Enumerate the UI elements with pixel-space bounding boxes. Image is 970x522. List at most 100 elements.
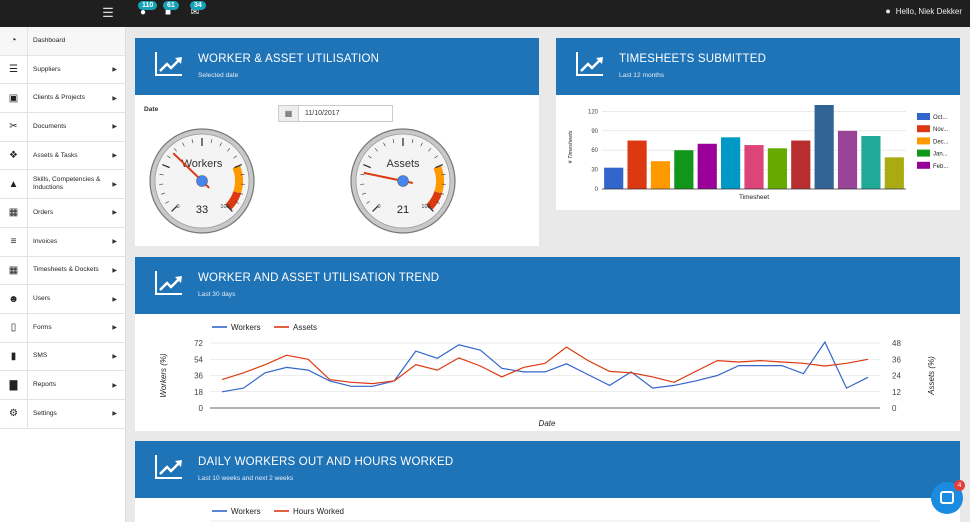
sidebar-item-skills-competencies-inductions[interactable]: ▲ Skills, Competencies & Inductions ▶ <box>0 170 125 200</box>
gauge-hub <box>196 175 208 187</box>
sidebar-item-label: Documents <box>33 122 67 130</box>
sidebar-item-label: Clients & Projects <box>33 94 86 102</box>
sidebar-item-label: Suppliers <box>33 65 61 73</box>
chevron-right-icon: ▶ <box>112 325 117 332</box>
gear-icon: ⚙ <box>0 399 28 428</box>
envelope-notifications-icon[interactable]: ✉ 34 <box>189 1 206 19</box>
gauge-tick <box>436 201 440 204</box>
bar <box>861 136 881 189</box>
sidebar-item-forms[interactable]: ▯ Forms ▶ <box>0 313 125 343</box>
panel-title: WORKER & ASSET UTILISATION <box>198 53 380 65</box>
legend-label: Jan... <box>933 152 948 158</box>
sidebar-item-label: Forms <box>33 323 52 331</box>
gauge-band <box>232 165 243 194</box>
sidebar-item-users[interactable]: ☻ Users ▶ <box>0 285 125 314</box>
sidebar-item-documents[interactable]: ✂ Documents ▶ <box>0 113 125 142</box>
panel-header: TIMESHEETS SUBMITTED Last 12 months <box>556 38 960 95</box>
gauge-tick <box>219 142 222 147</box>
legend-label: Workers <box>231 507 261 516</box>
bar <box>604 167 624 189</box>
gauge-tick <box>173 148 177 152</box>
sidebar-item-suppliers[interactable]: ☰ Suppliers ▶ <box>0 55 125 85</box>
gauge-min-label: 0 <box>377 204 380 210</box>
bar <box>744 145 764 189</box>
gauge-tick <box>238 192 243 195</box>
panel-title: DAILY WORKERS OUT AND HOURS WORKED <box>198 456 454 468</box>
gauge-tick <box>210 139 213 144</box>
sidebar-item-label: Timesheets & Dockets <box>33 266 99 274</box>
sidebar-item-label: Orders <box>33 208 54 216</box>
bar <box>697 143 717 189</box>
gauge-tick <box>235 201 239 204</box>
sidebar-item-reports[interactable]: ▇ Reports ▶ <box>0 371 125 400</box>
sidebar-item-timesheets-dockets[interactable]: ▦ Timesheets & Dockets ▶ <box>0 256 125 286</box>
sidebar-item-dashboard[interactable]: ◔ Dashboard <box>0 27 125 56</box>
bar <box>721 137 741 189</box>
sidebar-item-assets-tasks[interactable]: ❖ Assets & Tasks ▶ <box>0 141 125 171</box>
assets-gauge: 0 100 Assets 21 <box>350 128 456 234</box>
gauge-tick <box>411 139 414 144</box>
line-chart-icon <box>576 52 603 76</box>
sidebar-item-sms[interactable]: ▮ SMS ▶ <box>0 342 125 372</box>
users-icon: ☻ <box>0 285 28 313</box>
y-tick-label: 90 <box>591 129 598 135</box>
bar <box>791 140 811 189</box>
legend-label: Feb... <box>933 164 949 170</box>
chevron-right-icon: ▶ <box>112 267 117 274</box>
chevron-right-icon: ▶ <box>112 95 117 102</box>
gauge-tick <box>439 192 444 195</box>
sidebar-item-invoices[interactable]: ≡ Invoices ▶ <box>0 227 125 257</box>
chat-button[interactable]: 4 <box>931 480 965 514</box>
menu-toggle-icon[interactable]: ☰ <box>102 5 114 20</box>
chevron-right-icon: ▶ <box>112 382 117 389</box>
panel-subtitle: Last 12 months <box>619 72 665 79</box>
gauge-tick <box>374 148 378 152</box>
list-icon: ≡ <box>0 227 28 256</box>
legend-label: Nov... <box>933 127 949 133</box>
gauge-tick <box>171 205 178 212</box>
sidebar-item-label: Reports <box>33 381 57 389</box>
series-line-assets <box>221 346 869 385</box>
chevron-right-icon: ▶ <box>112 67 117 74</box>
gauge-tick <box>233 155 237 159</box>
bar <box>767 148 787 189</box>
bar <box>837 130 858 189</box>
legend-swatch <box>917 113 930 120</box>
gauge-tick <box>427 205 434 212</box>
legend-label: Workers <box>231 323 261 332</box>
gauge-min-label: 0 <box>176 204 179 210</box>
panel-header: WORKER & ASSET UTILISATION Selected date <box>135 38 539 95</box>
panel-subtitle: Selected date <box>198 72 239 79</box>
mobile-icon: ▮ <box>0 342 28 371</box>
series-line-workers <box>221 340 869 393</box>
date-value: 11/10/2017 <box>305 110 340 117</box>
date-picker[interactable]: ▦ 11/10/2017 <box>278 105 393 122</box>
gauge-tick <box>161 192 166 195</box>
user-notifications-icon[interactable]: ● 110 <box>137 1 158 19</box>
chevron-right-icon: ▶ <box>112 411 117 418</box>
gauge-tick <box>191 139 194 144</box>
sidebar-item-clients-projects[interactable]: ▣ Clients & Projects ▶ <box>0 84 125 114</box>
legend-label: Oct... <box>933 115 948 121</box>
y-tick-label: 30 <box>591 168 598 174</box>
table-icon: ▦ <box>0 256 28 285</box>
chevron-right-icon: ▶ <box>112 239 117 246</box>
gauge-tick <box>420 142 423 147</box>
legend-swatch <box>917 125 930 133</box>
calendar-icon[interactable]: ▦ <box>279 106 299 121</box>
daily-chart-legend: Workers Hours Worked <box>210 507 880 522</box>
sitemap-icon: ☰ <box>0 55 28 84</box>
cube-notifications-icon[interactable]: ■ 61 <box>162 1 179 19</box>
gauge-tick <box>428 148 432 152</box>
y-tick-label: 54 <box>194 355 203 364</box>
gauge-tick <box>162 163 170 169</box>
sidebar-item-orders[interactable]: ▦ Orders ▶ <box>0 199 125 228</box>
panel-title: WORKER AND ASSET UTILISATION TREND <box>198 272 440 284</box>
bar <box>884 157 904 189</box>
user-menu[interactable]: ● Hello, Niek Dekker <box>885 6 962 16</box>
utilisation-panel: WORKER & ASSET UTILISATION Selected date… <box>135 38 539 246</box>
sidebar-item-settings[interactable]: ⚙ Settings ▶ <box>0 399 125 429</box>
chevron-right-icon: ▶ <box>112 210 117 217</box>
panel-header: DAILY WORKERS OUT AND HOURS WORKED Last … <box>135 441 960 498</box>
chevron-right-icon: ▶ <box>112 353 117 360</box>
